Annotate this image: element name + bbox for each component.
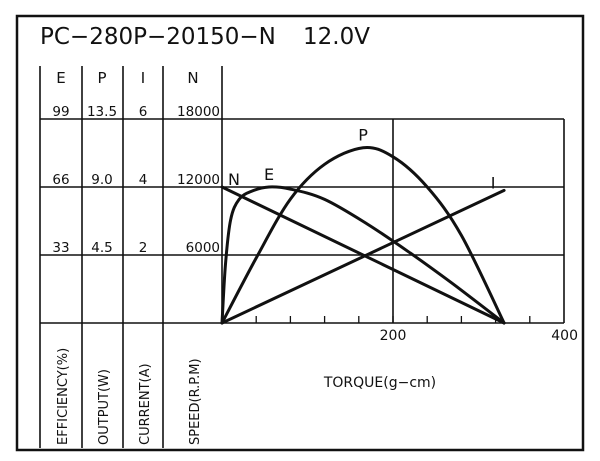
- curve-label-e: E: [264, 165, 274, 184]
- output-value-9.0: 9.0: [91, 172, 112, 188]
- efficiency-value-66: 66: [52, 172, 69, 188]
- header-efficiency: E: [56, 69, 65, 87]
- current-value-2: 2: [139, 240, 148, 256]
- efficiency-value-33: 33: [52, 240, 69, 256]
- x-tick-label-400: 400: [551, 328, 578, 344]
- curve-label-n: N: [228, 170, 240, 189]
- series-e-line: [220, 185, 506, 325]
- efficiency-value-99: 99: [52, 104, 69, 120]
- output-axis-label: OUTPUT(W): [97, 369, 112, 445]
- speed-value-6000: 6000: [186, 240, 220, 256]
- header-current: I: [141, 69, 145, 87]
- speed-axis-label: SPEED(R.P.M): [188, 358, 203, 445]
- curve-labels: N E P I: [228, 126, 495, 193]
- series-n-line: [220, 185, 506, 325]
- current-value-4: 4: [139, 172, 148, 188]
- efficiency-axis-label: EFFICIENCY(%): [56, 348, 71, 445]
- chart-series: [220, 145, 506, 325]
- output-value-4.5: 4.5: [91, 240, 112, 256]
- output-value-13.5: 13.5: [87, 104, 117, 120]
- series-i-line: [220, 188, 506, 325]
- chart-frame: [15, 14, 585, 452]
- x-axis-title: TORQUE(g−cm): [323, 375, 436, 391]
- chart-voltage: 12.0V: [303, 24, 370, 50]
- current-value-6: 6: [139, 104, 148, 120]
- curve-label-i: I: [491, 173, 496, 192]
- current-axis-label: CURRENT(A): [138, 363, 153, 445]
- header-output: P: [97, 69, 106, 87]
- x-axis-ticks: 200 400: [255, 316, 578, 344]
- chart-title: PC−280P−20150−N: [40, 24, 276, 50]
- speed-value-18000: 18000: [177, 104, 220, 120]
- curve-label-p: P: [358, 126, 368, 145]
- series-p-line: [220, 145, 506, 325]
- speed-value-12000: 12000: [177, 172, 220, 188]
- header-speed: N: [187, 69, 198, 87]
- x-tick-label-200: 200: [380, 328, 407, 344]
